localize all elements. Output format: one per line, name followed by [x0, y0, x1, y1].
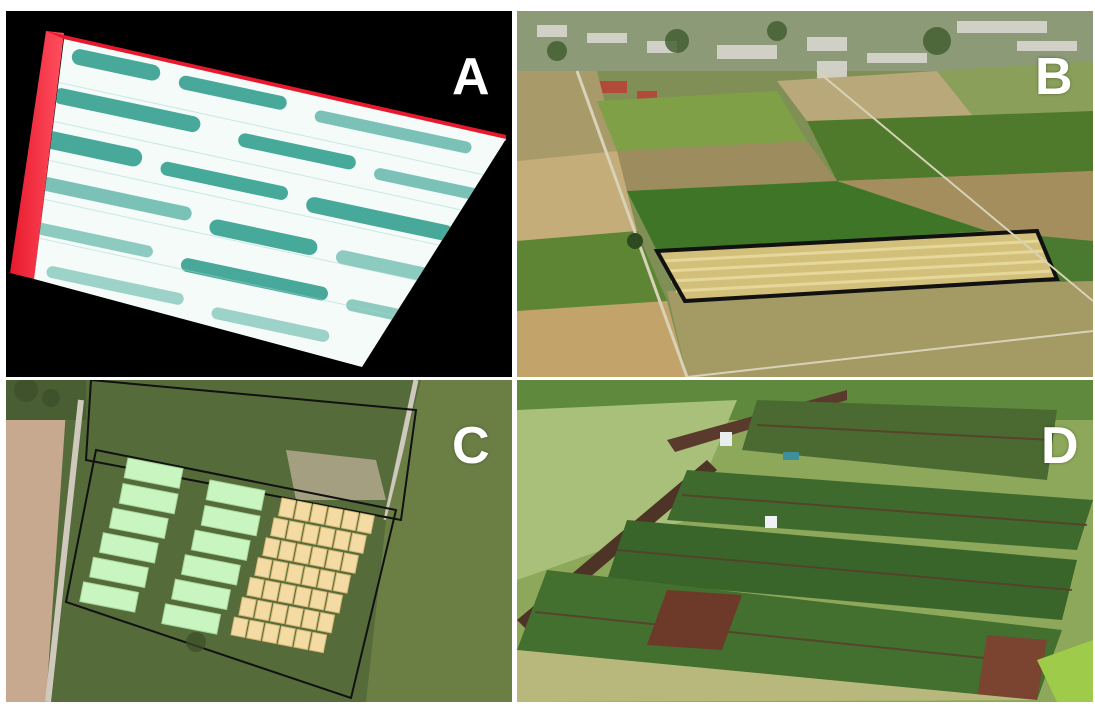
trial-strip — [653, 228, 1060, 304]
shed — [720, 432, 732, 446]
aerial-fields-graphic — [517, 11, 1093, 377]
panel-label-c: C — [452, 417, 490, 475]
panel-label-d: D — [1041, 417, 1079, 475]
yellow-plot-grid — [230, 497, 375, 654]
panel-d-aerial-plots: D — [517, 380, 1093, 702]
ndvi-stripes — [34, 39, 506, 342]
satellite-layout-graphic — [6, 380, 512, 702]
shed — [765, 516, 777, 528]
panel-c-satellite-layout: C — [6, 380, 512, 702]
panel-label-a: A — [452, 48, 490, 106]
panel-b-aerial-fields: B — [517, 11, 1093, 377]
ndvi-field-graphic — [6, 11, 512, 377]
aerial-plots-graphic — [517, 380, 1093, 702]
green-plots — [79, 457, 266, 635]
panel-label-b: B — [1035, 48, 1073, 106]
panel-a-ndvi-image: A — [6, 11, 512, 377]
